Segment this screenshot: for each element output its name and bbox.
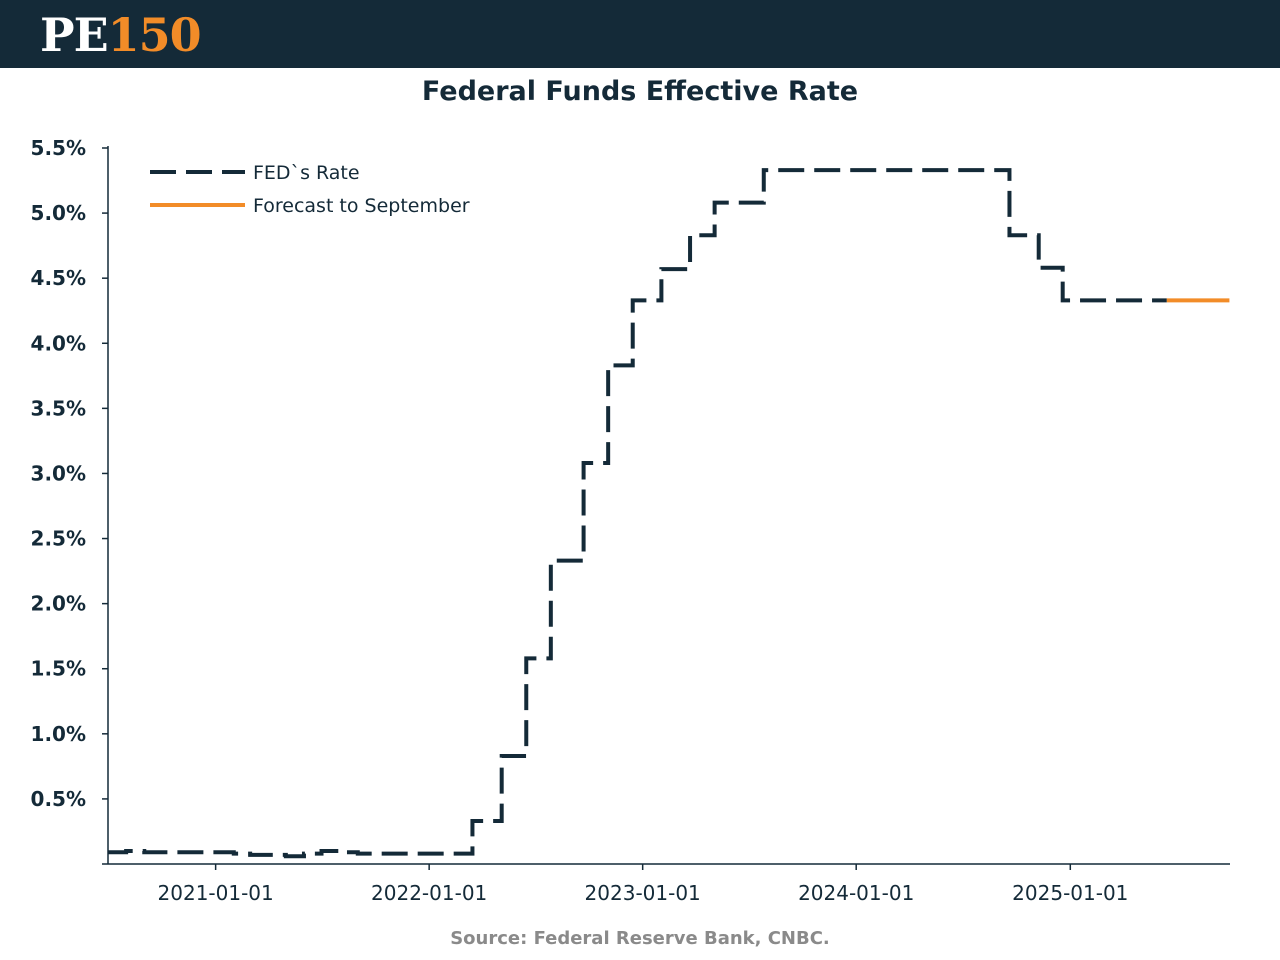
x-tick-label: 2024-01-01 [798,881,914,905]
logo-text-num: 150 [107,8,202,62]
x-tick-label: 2023-01-01 [585,881,701,905]
pe150-logo: PE150 [40,6,202,64]
legend-label-forecast: Forecast to September [253,195,470,217]
y-tick-label: 3.5% [31,396,86,420]
y-tick-label: 2.0% [31,592,86,616]
fed-rate-series-line [108,168,1167,859]
y-tick-label: 3.0% [31,461,86,485]
x-tick-label: 2021-01-01 [158,881,274,905]
y-tick-label: 1.0% [31,722,86,746]
legend-label-fed-rate: FED`s Rate [253,162,360,184]
source-note: Source: Federal Reserve Bank, CNBC. [450,928,830,949]
header-bar: PE150 [0,0,1280,68]
x-tick-label: 2022-01-01 [371,881,487,905]
y-tick-label: 0.5% [31,787,86,811]
y-tick-label: 2.5% [31,527,86,551]
chart-title: Federal Funds Effective Rate [421,76,859,107]
logo-text-pe: PE [40,8,109,62]
y-tick-label: 5.0% [31,201,86,225]
y-tick-label: 1.5% [31,657,86,681]
y-tick-label: 4.5% [31,266,86,290]
y-tick-label: 4.0% [31,331,86,355]
x-tick-label: 2025-01-01 [1012,881,1128,905]
y-tick-label: 5.5% [31,136,86,160]
